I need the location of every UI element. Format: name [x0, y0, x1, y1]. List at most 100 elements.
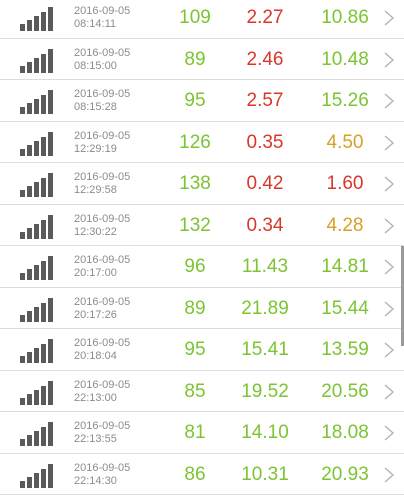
record-value-2: 0.34: [246, 214, 284, 236]
record-value-2: 0.35: [246, 131, 284, 153]
record-value-1: 109: [179, 7, 211, 28]
record-timestamp: 2016-09-05 22:13:00: [74, 379, 130, 405]
record-timestamp: 2016-09-05 08:15:28: [74, 88, 130, 114]
record-value-3: 18.08: [321, 422, 369, 443]
chevron-right-icon[interactable]: [383, 466, 395, 483]
chevron-right-icon[interactable]: [383, 300, 395, 317]
chevron-right-icon[interactable]: [383, 259, 395, 275]
record-value-3: 10.48: [321, 48, 369, 70]
signal-bars-icon: [20, 214, 54, 239]
record-row[interactable]: 2016-09-05 08:15:00 89 2.46 10.48: [0, 39, 404, 80]
record-value-3: 4.50: [326, 131, 364, 153]
chevron-right-icon[interactable]: [383, 383, 395, 400]
signal-bars-icon: [20, 173, 54, 197]
record-value-3: 20.56: [321, 380, 369, 402]
record-value-1: 86: [184, 463, 206, 485]
record-value-1: 132: [179, 214, 211, 236]
record-row[interactable]: 2016-09-05 12:30:22 132 0.34 4.28: [0, 205, 404, 246]
signal-bars-icon: [20, 463, 54, 488]
record-time: 08:15:28: [74, 101, 117, 113]
record-time: 22:13:55: [74, 433, 117, 445]
record-row[interactable]: 2016-09-05 20:18:04 95 15.41 13.59: [0, 329, 404, 371]
record-value-2: 10.31: [241, 463, 289, 485]
record-value-1: 81: [184, 422, 206, 443]
record-value-1: 96: [184, 256, 206, 277]
record-date: 2016-09-05: [74, 5, 131, 17]
record-value-2: 0.42: [246, 173, 284, 194]
chevron-right-icon[interactable]: [383, 93, 395, 109]
signal-bars-icon: [20, 297, 54, 322]
record-date: 2016-09-05: [74, 461, 131, 474]
record-time: 20:17:26: [74, 308, 117, 321]
record-value-3: 20.93: [321, 463, 369, 485]
record-date: 2016-09-05: [74, 254, 131, 266]
chevron-right-icon[interactable]: [383, 217, 395, 234]
record-time: 12:29:58: [74, 184, 117, 196]
record-value-2: 2.57: [246, 90, 284, 111]
record-row[interactable]: 2016-09-05 08:15:28 95 2.57 15.26: [0, 80, 404, 122]
record-value-1: 95: [184, 339, 206, 360]
record-value-2: 11.43: [241, 256, 289, 277]
record-row[interactable]: 2016-09-05 20:17:26 89 21.89 15.44: [0, 288, 404, 329]
record-row[interactable]: 2016-09-05 12:29:58 138 0.42 1.60: [0, 163, 404, 205]
chevron-right-icon[interactable]: [383, 134, 395, 151]
record-value-2: 2.27: [246, 7, 284, 28]
record-value-2: 2.46: [246, 48, 284, 70]
signal-bars-icon: [20, 131, 54, 156]
record-timestamp: 2016-09-05 12:30:22: [74, 213, 130, 239]
record-time: 22:13:00: [74, 391, 117, 404]
record-value-3: 4.28: [326, 214, 364, 236]
record-value-3: 15.26: [321, 90, 369, 111]
record-date: 2016-09-05: [74, 420, 131, 432]
record-timestamp: 2016-09-05 12:29:58: [74, 171, 130, 197]
record-time: 12:29:19: [74, 142, 117, 155]
record-timestamp: 2016-09-05 20:17:26: [74, 296, 130, 322]
record-timestamp: 2016-09-05 20:18:04: [74, 337, 130, 363]
record-value-2: 14.10: [241, 422, 289, 443]
record-value-3: 14.81: [321, 256, 369, 277]
record-timestamp: 2016-09-05 22:14:30: [74, 462, 130, 488]
record-time: 22:14:30: [74, 474, 117, 487]
signal-bars-icon: [20, 422, 54, 446]
record-value-2: 19.52: [241, 380, 289, 402]
chevron-right-icon[interactable]: [383, 176, 395, 192]
chevron-right-icon[interactable]: [383, 10, 395, 26]
record-row[interactable]: 2016-09-05 22:13:00 85 19.52 20.56: [0, 371, 404, 412]
record-date: 2016-09-05: [74, 295, 131, 308]
record-time: 08:14:11: [74, 18, 117, 30]
signal-bars-icon: [20, 48, 54, 73]
record-value-1: 138: [179, 173, 211, 194]
record-timestamp: 2016-09-05 08:15:00: [74, 47, 130, 73]
record-value-3: 1.60: [326, 173, 364, 194]
signal-bars-icon: [20, 90, 54, 114]
record-timestamp: 2016-09-05 20:17:00: [74, 254, 130, 280]
record-row[interactable]: 2016-09-05 22:13:55 81 14.10 18.08: [0, 412, 404, 454]
record-row[interactable]: 2016-09-05 08:14:11 109 2.27 10.86: [0, 0, 404, 39]
chevron-right-icon[interactable]: [383, 51, 395, 68]
record-value-1: 95: [184, 90, 206, 111]
record-value-1: 85: [184, 380, 206, 402]
signal-bars-icon: [20, 256, 54, 280]
signal-bars-icon: [20, 380, 54, 405]
record-date: 2016-09-05: [74, 88, 131, 100]
record-date: 2016-09-05: [74, 46, 131, 59]
record-value-3: 13.59: [321, 339, 369, 360]
record-row[interactable]: 2016-09-05 12:29:19 126 0.35 4.50: [0, 122, 404, 163]
record-value-1: 126: [179, 131, 211, 153]
signal-bars-icon: [20, 7, 54, 31]
record-date: 2016-09-05: [74, 337, 131, 349]
chevron-right-icon[interactable]: [383, 342, 395, 358]
record-time: 20:18:04: [74, 350, 117, 362]
record-date: 2016-09-05: [74, 171, 131, 183]
record-time: 08:15:00: [74, 59, 117, 72]
record-value-3: 10.86: [321, 7, 369, 28]
record-row[interactable]: 2016-09-05 20:17:00 96 11.43 14.81: [0, 246, 404, 288]
chevron-right-icon[interactable]: [383, 425, 395, 441]
scrollbar[interactable]: [401, 246, 404, 346]
signal-bars-icon: [20, 339, 54, 363]
record-date: 2016-09-05: [74, 129, 131, 142]
record-row[interactable]: 2016-09-05 22:14:30 86 10.31 20.93: [0, 454, 404, 495]
record-date: 2016-09-05: [74, 378, 131, 391]
record-timestamp: 2016-09-05 22:13:55: [74, 420, 130, 446]
